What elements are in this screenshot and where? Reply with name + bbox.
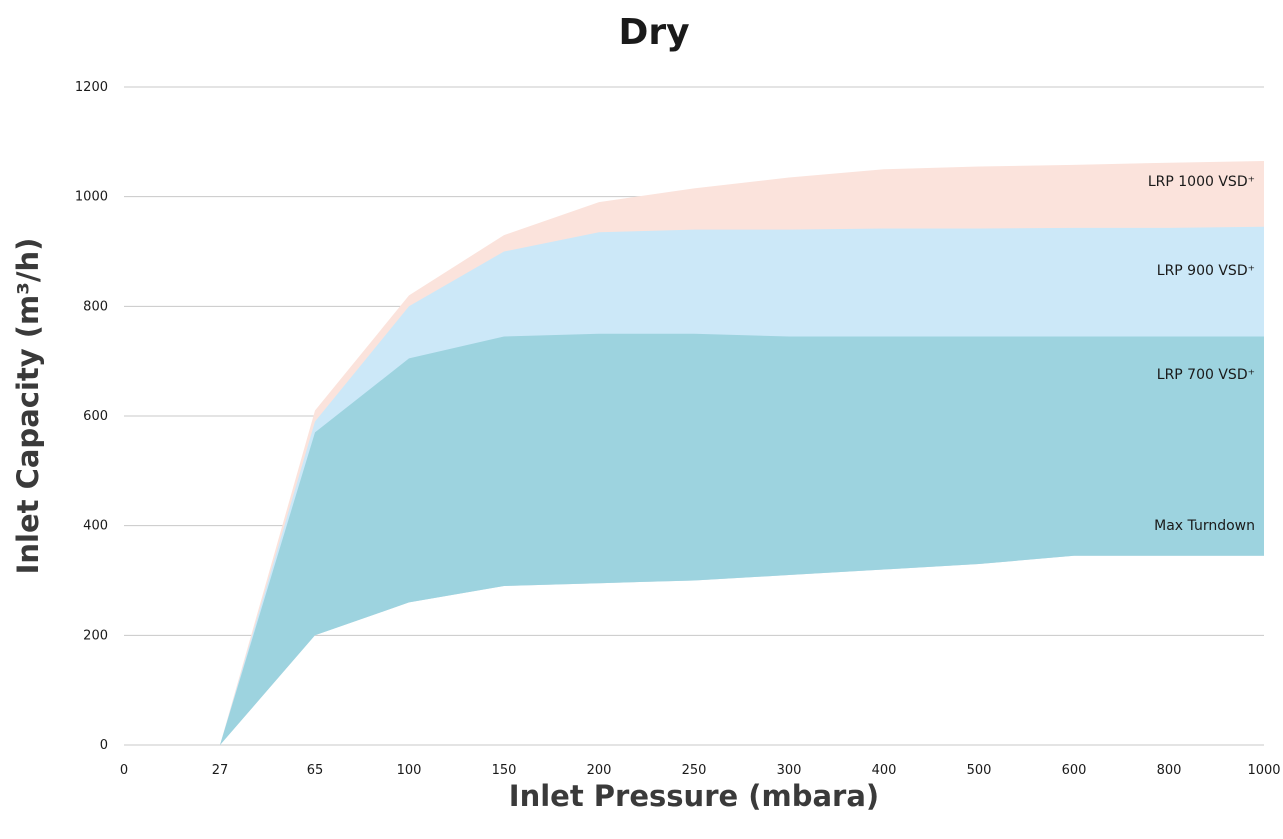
x-tick-label: 1000 bbox=[1247, 763, 1280, 778]
x-tick-label: 150 bbox=[492, 763, 517, 778]
chart-title: Dry bbox=[618, 12, 689, 53]
area-lrp-700 bbox=[220, 333, 1264, 745]
label-lrp-900: LRP 900 VSD⁺ bbox=[1157, 263, 1255, 279]
y-tick-label: 1200 bbox=[75, 80, 108, 95]
y-tick-label: 200 bbox=[83, 628, 108, 643]
x-tick-label: 300 bbox=[777, 763, 802, 778]
x-axis-ticks: 0 27 65 100 150 200 250 300 400 500 600 800 1000 bbox=[120, 763, 1281, 778]
x-tick-label: 800 bbox=[1157, 763, 1182, 778]
label-lrp-700: LRP 700 VSD⁺ bbox=[1157, 367, 1255, 383]
x-tick-label: 500 bbox=[967, 763, 992, 778]
x-axis-title: Inlet Pressure (mbara) bbox=[509, 779, 879, 813]
x-tick-label: 250 bbox=[682, 763, 707, 778]
x-tick-label: 400 bbox=[872, 763, 897, 778]
y-tick-label: 1000 bbox=[75, 190, 108, 205]
label-lrp-1000: LRP 1000 VSD⁺ bbox=[1148, 174, 1255, 190]
y-axis-title: Inlet Capacity (m³/h) bbox=[11, 238, 45, 575]
y-axis-ticks: 0 200 400 600 800 1000 1200 bbox=[75, 80, 108, 753]
x-tick-label: 600 bbox=[1062, 763, 1087, 778]
label-max-turndown: Max Turndown bbox=[1154, 518, 1255, 534]
x-tick-label: 65 bbox=[307, 763, 324, 778]
y-tick-label: 600 bbox=[83, 409, 108, 424]
x-tick-label: 0 bbox=[120, 763, 128, 778]
series-labels: LRP 1000 VSD⁺ LRP 900 VSD⁺ LRP 700 VSD⁺ Max… bbox=[1148, 174, 1255, 534]
y-tick-label: 800 bbox=[83, 299, 108, 314]
x-tick-label: 27 bbox=[212, 763, 229, 778]
x-tick-label: 100 bbox=[397, 763, 422, 778]
x-tick-label: 200 bbox=[587, 763, 612, 778]
y-tick-label: 0 bbox=[100, 738, 108, 753]
y-tick-label: 400 bbox=[83, 519, 108, 534]
area-series bbox=[220, 161, 1264, 746]
